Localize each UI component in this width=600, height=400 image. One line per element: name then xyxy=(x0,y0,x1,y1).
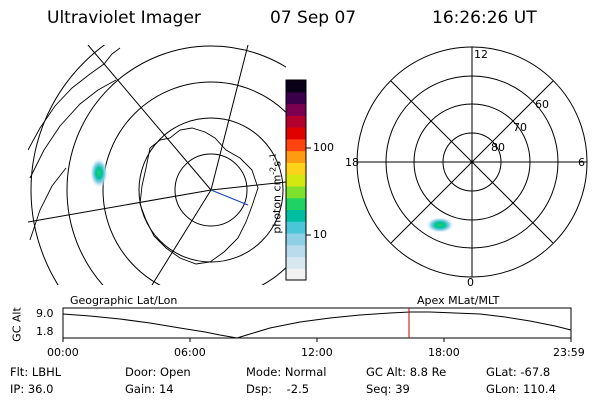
altitude-xtick: 06:00 xyxy=(174,346,206,359)
colorbar-cell xyxy=(286,91,306,105)
colorbar-frame xyxy=(285,79,307,281)
colorbar-cell xyxy=(286,174,306,187)
colorbar-cell xyxy=(286,197,306,211)
mlat-label-80: 80 xyxy=(491,141,505,154)
meridian xyxy=(87,45,212,191)
colorbar-cell xyxy=(286,185,306,199)
status-ip: IP: 36.0 xyxy=(10,382,54,396)
colorbar-cell xyxy=(286,162,306,175)
colorbar-cell xyxy=(286,244,306,258)
lat-circle xyxy=(30,45,106,285)
left-map-label: Geographic Lat/Lon xyxy=(70,294,178,307)
status-door: Door: Open xyxy=(125,365,191,379)
altitude-ytick: 1.8 xyxy=(36,325,54,338)
mlat-label-60: 60 xyxy=(535,98,549,111)
altitude-xtick: 18:00 xyxy=(428,346,460,359)
status-gain: Gain: 14 xyxy=(125,382,174,396)
status-glat: GLat: -67.8 xyxy=(486,365,551,379)
sun-direction xyxy=(210,189,249,206)
app-title: Ultraviolet Imager xyxy=(47,8,201,28)
colorbar-cell xyxy=(286,80,306,93)
lat-circle xyxy=(102,81,286,285)
colorbar-cell xyxy=(286,127,306,140)
mlt-label-0: 0 xyxy=(467,276,474,289)
mlt-line xyxy=(390,80,554,244)
altitude-xtick: 00:00 xyxy=(47,346,79,359)
header-date: 07 Sep 07 xyxy=(270,8,357,28)
antarctica-coast xyxy=(139,127,259,265)
mlat-label-70: 70 xyxy=(513,121,527,134)
mlat-circle xyxy=(385,75,559,249)
lat-circle xyxy=(174,153,248,227)
altitude-xtick: 23:59 xyxy=(553,346,585,359)
colorbar-tick-label: 100 xyxy=(313,141,334,154)
colorbar-cell xyxy=(286,138,306,152)
status-glon: GLon: 110.4 xyxy=(486,382,556,396)
mlt-line xyxy=(390,80,554,244)
lat-circle xyxy=(138,117,284,263)
header-time: 16:26:26 UT xyxy=(432,8,537,28)
lat-circle xyxy=(66,45,286,285)
colorbar-cell xyxy=(286,115,306,128)
colorbar-cell xyxy=(286,103,306,116)
mlt-label-18: 18 xyxy=(345,156,359,169)
colorbar-cell xyxy=(286,256,306,269)
colorbar-unit-label: photon cm-2s-1 xyxy=(268,153,284,234)
colorbar-cell xyxy=(286,268,306,281)
colorbar-cell xyxy=(286,221,306,234)
colorbar-cell xyxy=(286,209,306,222)
mlat-circle xyxy=(356,46,588,278)
meridian xyxy=(28,189,212,223)
mlt-label-12: 12 xyxy=(474,48,488,61)
colorbar-cell xyxy=(286,232,306,246)
continent-coast xyxy=(28,47,121,241)
right-map-label: Apex MLat/MLT xyxy=(417,294,500,307)
status-mode: Mode: Normal xyxy=(246,365,327,379)
altitude-curve xyxy=(62,311,572,339)
altitude-plot-frame xyxy=(62,307,572,339)
meridian xyxy=(210,45,249,191)
aurora-emission xyxy=(426,217,454,233)
altitude-ylabel: GC Alt xyxy=(10,307,24,342)
altitude-xtick: 12:00 xyxy=(301,346,333,359)
altitude-ytick: 9.0 xyxy=(36,307,54,320)
status-dsp: Dsp: -2.5 xyxy=(246,382,310,396)
mlt-label-6: 6 xyxy=(578,156,585,169)
colorbar-scale xyxy=(286,80,306,281)
status-seq: Seq: 39 xyxy=(366,382,410,396)
colorbar-tick-label: 10 xyxy=(313,228,327,241)
aurora-emission xyxy=(90,158,108,188)
meridian xyxy=(151,189,212,285)
status-filter: Flt: LBHL xyxy=(10,365,62,379)
colorbar-cell xyxy=(286,150,306,163)
status-gc-alt: GC Alt: 8.8 Re xyxy=(366,365,447,379)
